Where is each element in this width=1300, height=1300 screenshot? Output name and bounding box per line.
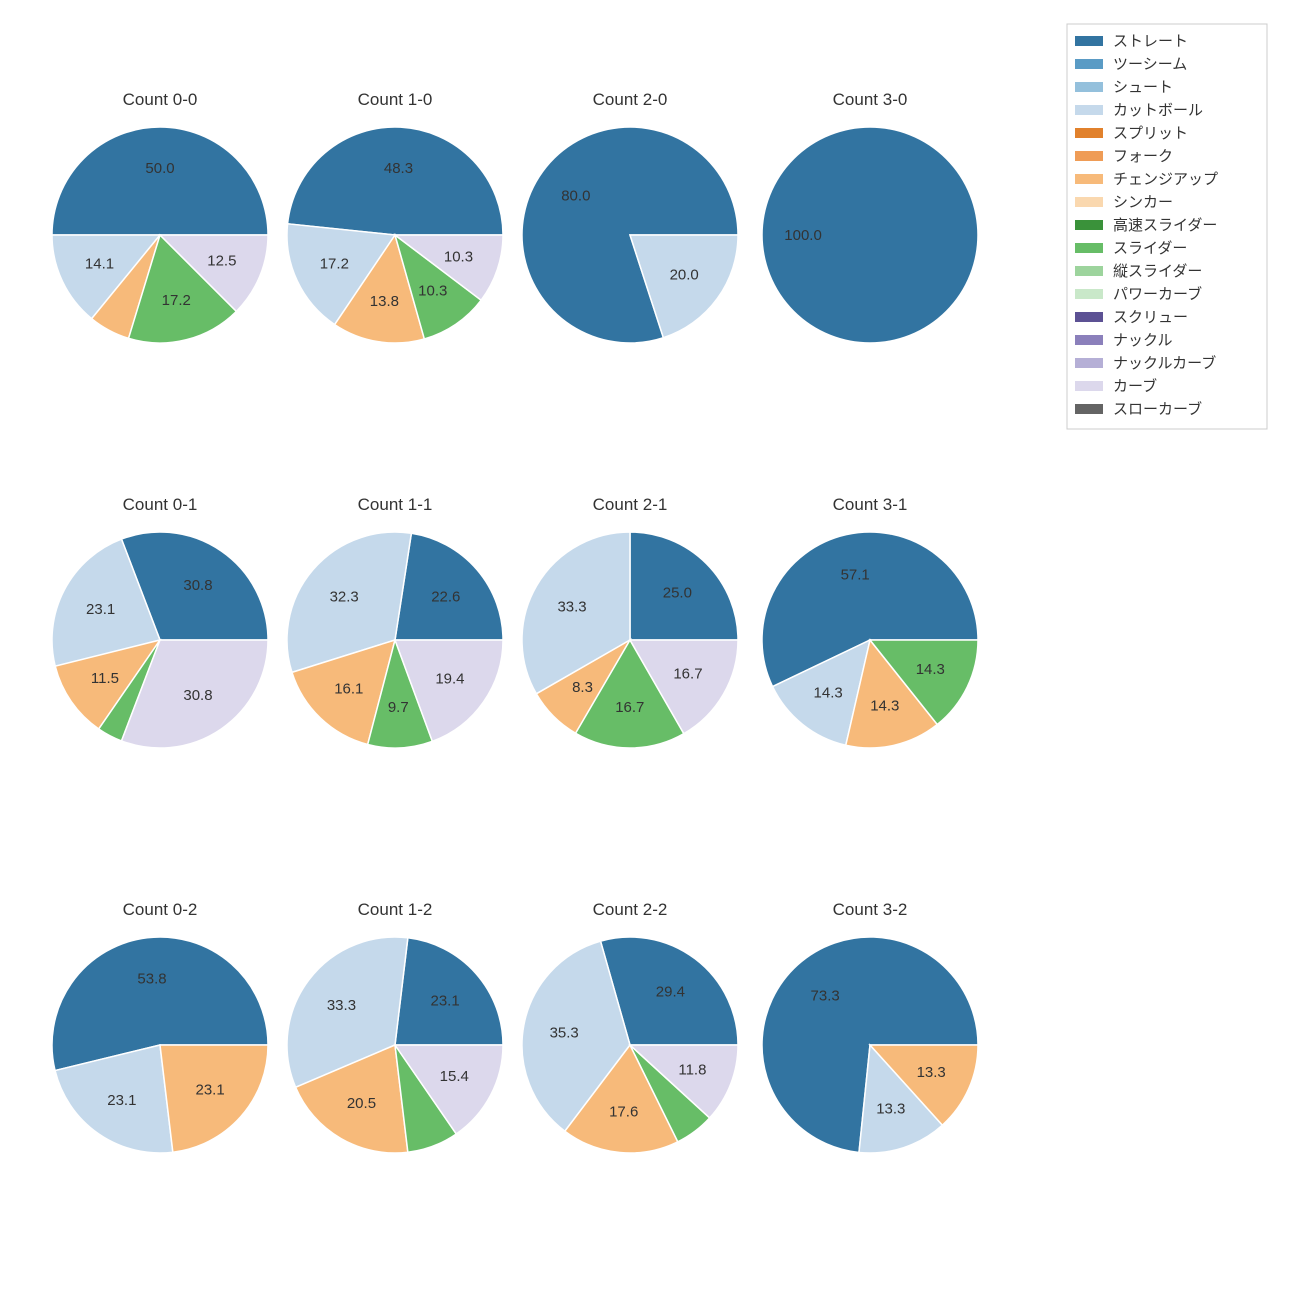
slice-label: 13.3 (917, 1064, 946, 1081)
legend-label: カーブ (1113, 377, 1157, 395)
legend-label: パワーカーブ (1113, 285, 1202, 303)
legend-swatch (1075, 151, 1103, 161)
pie-title: Count 0-0 (123, 90, 198, 109)
pie-title: Count 2-1 (593, 495, 668, 514)
legend-label: スローカーブ (1113, 400, 1202, 418)
legend-label: スライダー (1113, 240, 1187, 257)
legend-swatch (1075, 243, 1103, 253)
pie-title: Count 2-0 (593, 90, 668, 109)
slice-label: 33.3 (327, 997, 356, 1014)
slice-label: 13.8 (370, 293, 399, 310)
slice-label: 50.0 (145, 160, 174, 177)
legend-swatch (1075, 36, 1103, 46)
slice-label: 29.4 (656, 984, 685, 1001)
legend-swatch (1075, 289, 1103, 299)
legend-label: フォーク (1113, 148, 1173, 165)
pie-title: Count 3-0 (833, 90, 908, 109)
slice-label: 53.8 (137, 971, 166, 988)
slice-label: 17.6 (609, 1104, 638, 1121)
legend-label: 縦スライダー (1113, 263, 1202, 280)
slice-label: 10.3 (418, 282, 447, 299)
slice-label: 15.4 (440, 1068, 469, 1085)
slice-label: 14.1 (85, 256, 114, 273)
pie-title: Count 2-2 (593, 900, 668, 919)
legend: ストレートツーシームシュートカットボールスプリットフォークチェンジアップシンカー… (1067, 24, 1267, 429)
slice-label: 20.0 (670, 266, 699, 283)
pie-title: Count 1-1 (358, 495, 433, 514)
slice-label: 22.6 (431, 588, 460, 605)
legend-swatch (1075, 197, 1103, 207)
pie-title: Count 0-1 (123, 495, 198, 514)
legend-label: カットボール (1113, 102, 1203, 119)
slice-label: 14.3 (870, 697, 899, 714)
legend-label: スプリット (1113, 125, 1188, 142)
slice-label: 30.8 (183, 577, 212, 594)
legend-label: ツーシーム (1113, 56, 1187, 73)
pie-title: Count 3-2 (833, 900, 908, 919)
slice-label: 100.0 (784, 227, 822, 244)
slice-label: 12.5 (207, 253, 236, 270)
legend-swatch (1075, 266, 1103, 276)
legend-label: 高速スライダー (1113, 217, 1217, 234)
slice-label: 14.3 (916, 661, 945, 678)
chart-grid: Count 0-0 50.0 14.1 17.2 12.5 Count 1-0 48.3 17… (0, 0, 1300, 1300)
legend-swatch (1075, 358, 1103, 368)
legend-swatch (1075, 105, 1103, 115)
slice-label: 23.1 (195, 1081, 224, 1098)
legend-label: ナックル (1113, 332, 1173, 349)
slice-label: 23.1 (86, 601, 115, 618)
legend-swatch (1075, 82, 1103, 92)
slice-label: 11.5 (91, 670, 119, 687)
legend-swatch (1075, 381, 1103, 391)
legend-label: チェンジアップ (1113, 171, 1218, 188)
slice-label: 30.8 (183, 687, 212, 704)
legend-swatch (1075, 59, 1103, 69)
slice-label: 16.1 (334, 680, 363, 697)
slice-label: 14.3 (814, 684, 843, 701)
slice-label: 17.2 (162, 292, 191, 309)
slice-label: 16.7 (615, 699, 644, 716)
slice-label: 16.7 (673, 666, 702, 683)
legend-swatch (1075, 312, 1103, 322)
legend-swatch (1075, 335, 1103, 345)
slice-label: 80.0 (561, 188, 590, 205)
slice-label: 9.7 (388, 699, 409, 716)
pie-title: Count 1-0 (358, 90, 433, 109)
legend-swatch (1075, 128, 1103, 138)
slice-label: 23.1 (107, 1092, 136, 1109)
pie-title: Count 1-2 (358, 900, 433, 919)
slice-label: 10.3 (444, 248, 473, 265)
slice-label: 57.1 (841, 567, 870, 584)
legend-label: シュート (1113, 79, 1173, 96)
slice-label: 33.3 (557, 598, 586, 615)
legend-swatch (1075, 220, 1103, 230)
slice-label: 17.2 (320, 255, 349, 272)
slice-label: 13.3 (876, 1101, 905, 1118)
pie-title: Count 0-2 (123, 900, 198, 919)
slice-label: 19.4 (435, 670, 464, 687)
slice-label: 8.3 (572, 679, 593, 696)
slice-label: 73.3 (811, 987, 840, 1004)
slice-label: 32.3 (330, 588, 359, 605)
legend-label: スクリュー (1113, 309, 1188, 326)
legend-swatch (1075, 404, 1103, 414)
legend-label: ナックルカーブ (1113, 354, 1216, 372)
slice-label: 48.3 (384, 160, 413, 177)
slice-label: 20.5 (347, 1095, 376, 1112)
legend-label: シンカー (1113, 194, 1173, 211)
pie-title: Count 3-1 (833, 495, 908, 514)
legend-swatch (1075, 174, 1103, 184)
slice-label: 23.1 (430, 993, 459, 1010)
slice-label: 35.3 (550, 1025, 579, 1042)
slice-label: 11.8 (678, 1061, 706, 1078)
legend-label: ストレート (1113, 33, 1188, 50)
slice-label: 25.0 (663, 585, 692, 602)
